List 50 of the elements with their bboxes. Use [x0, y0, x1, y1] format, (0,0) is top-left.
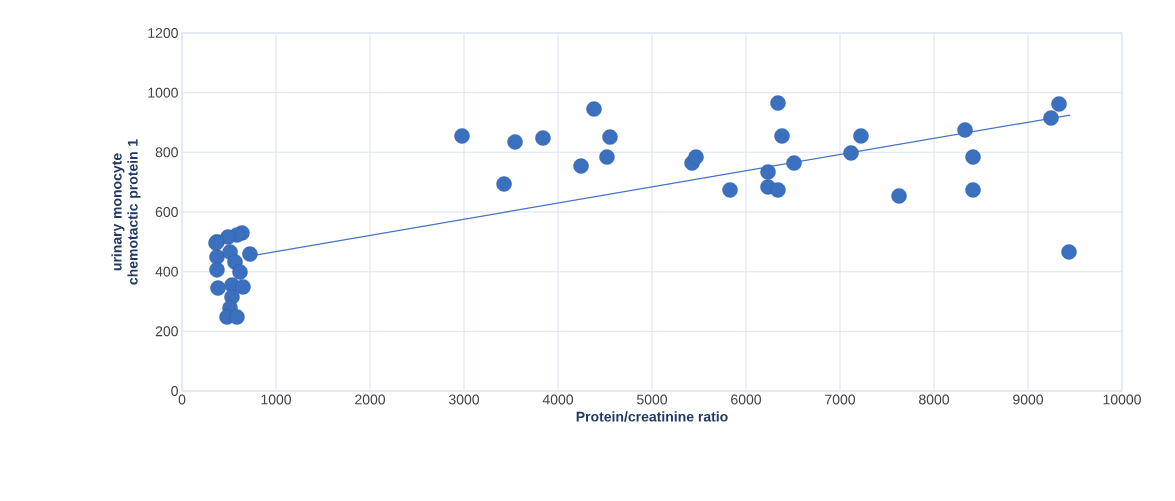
point: [535, 130, 551, 146]
point: [209, 262, 225, 278]
point: [210, 280, 226, 296]
point: [1043, 110, 1059, 126]
y-axis-title: urinary monocyte chemotactic protein 1: [111, 139, 141, 285]
point: [760, 164, 776, 180]
point: [242, 246, 258, 262]
y-tick-label: 1200: [148, 28, 178, 38]
point: [770, 182, 786, 198]
y-tick-label: 600: [155, 207, 178, 217]
point: [454, 128, 470, 144]
point: [853, 128, 869, 144]
point: [1051, 96, 1067, 112]
point: [722, 182, 738, 198]
point: [507, 134, 523, 150]
x-tick-label: 9000: [1013, 394, 1044, 405]
point: [688, 149, 704, 165]
point: [602, 129, 618, 145]
point: [232, 264, 248, 280]
point: [599, 149, 615, 165]
point: [573, 158, 589, 174]
point: [965, 182, 981, 198]
point: [957, 122, 973, 138]
point: [786, 155, 802, 171]
point: [843, 145, 859, 161]
x-axis-title: Protein/creatinine ratio: [576, 411, 728, 422]
point: [235, 279, 251, 295]
x-tick-label: 8000: [919, 394, 950, 405]
point: [965, 149, 981, 165]
y-tick-label: 1000: [148, 87, 178, 98]
x-tick-label: 0: [178, 394, 186, 405]
x-tick-label: 6000: [731, 394, 762, 405]
x-tick-label: 3000: [448, 394, 480, 405]
y-tick-label: 800: [155, 147, 178, 158]
x-tick-label: 10000: [1103, 394, 1141, 405]
y-tick-label: 0: [171, 386, 178, 396]
x-tick-label: 5000: [637, 394, 668, 405]
point: [774, 128, 790, 144]
point: [770, 95, 786, 111]
x-tick-label: 4000: [542, 394, 574, 405]
x-tick-label: 7000: [825, 394, 856, 405]
x-tick-label: 1000: [261, 394, 292, 405]
y-tick-label: 400: [155, 266, 178, 277]
point: [229, 309, 245, 325]
point: [586, 101, 602, 117]
x-tick-label: 2000: [355, 394, 386, 405]
point: [496, 176, 512, 192]
y-tick-label: 200: [155, 326, 178, 337]
point: [1061, 244, 1077, 260]
point: [891, 188, 907, 204]
